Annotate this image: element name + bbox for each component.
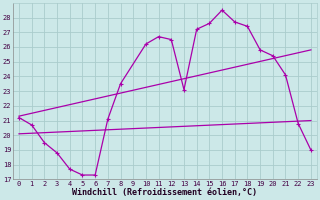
X-axis label: Windchill (Refroidissement éolien,°C): Windchill (Refroidissement éolien,°C) (72, 188, 258, 197)
